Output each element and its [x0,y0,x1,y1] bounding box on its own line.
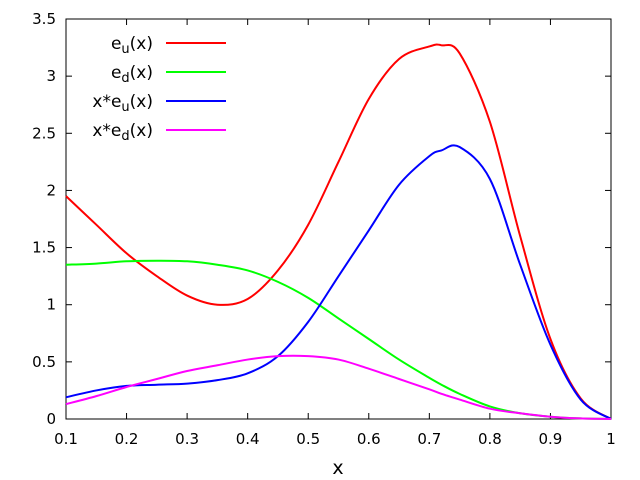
legend-label-subscript: d [121,71,129,86]
legend-label-subscript: u [121,100,129,115]
legend-entry: eu(x) [111,34,226,57]
legend-label: x*ed(x) [92,121,153,144]
legend-label-rest: (x) [130,34,153,54]
legend: eu(x)ed(x)x*eu(x)x*ed(x) [92,34,226,144]
x-tick-label: 0.4 [236,430,260,448]
y-tick-label: 1.5 [32,239,56,257]
y-tick-label: 3.5 [32,10,56,28]
x-tick-label: 0.5 [296,430,320,448]
x-tick-label: 0.3 [175,430,199,448]
legend-entry: ed(x) [111,63,226,86]
x-tick-label: 0.6 [357,430,381,448]
x-tick-label: 0.1 [54,430,78,448]
legend-label-rest: (x) [130,63,153,83]
legend-entry: x*eu(x) [92,92,226,115]
legend-label: x*eu(x) [92,92,153,115]
y-tick-label: 0 [46,410,56,428]
series-line-1 [65,259,612,420]
axes: 0.1 0.2 0.3 0.4 0.5 0.6 0.7 0.8 0.9 1 0 0.5 1 1.5 2 2.5… [32,10,616,448]
legend-label-base: e [111,34,121,54]
legend-label-base: x*e [92,121,121,141]
series-line-3 [65,354,612,420]
x-tick-label: 0.8 [478,430,502,448]
legend-entry: x*ed(x) [92,121,226,144]
series-line-0 [65,43,612,420]
plot-frame [65,18,612,420]
y-tick-label: 2 [46,181,56,199]
legend-label-subscript: d [121,129,129,144]
legend-label-rest: (x) [130,121,153,141]
legend-label: ed(x) [111,63,153,86]
legend-label-base: e [111,63,121,83]
y-tick-label: 1 [46,296,56,314]
x-tick-label: 0.9 [539,430,563,448]
y-tick-label: 0.5 [32,353,56,371]
legend-label-rest: (x) [130,92,153,112]
x-tick-label: 0.2 [115,430,139,448]
y-tick-label: 3 [46,67,56,85]
y-tick-label: 2.5 [32,124,56,142]
x-tick-label: 1 [606,430,616,448]
x-tick-label: 0.7 [417,430,441,448]
legend-label-base: x*e [92,92,121,112]
legend-label: eu(x) [111,34,153,57]
x-axis-title: x [332,457,343,479]
series-line-2 [65,144,612,420]
series-lines [65,43,612,420]
legend-label-subscript: u [121,42,129,57]
